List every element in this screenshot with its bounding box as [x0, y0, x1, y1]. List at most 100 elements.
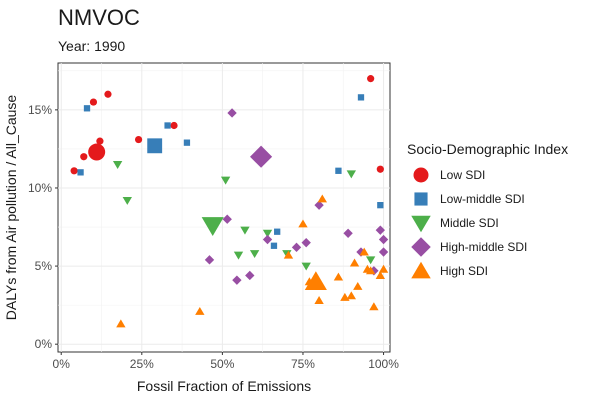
data-point — [88, 143, 106, 161]
legend-label: Middle SDI — [440, 216, 499, 230]
data-points — [70, 75, 389, 328]
data-point — [335, 167, 342, 174]
data-point — [359, 247, 369, 256]
legend-item: Low-middle SDI — [414, 192, 525, 206]
data-point — [147, 138, 163, 154]
data-point — [77, 169, 84, 176]
data-point — [80, 153, 88, 161]
data-point — [262, 234, 273, 245]
data-point — [227, 108, 237, 118]
data-point — [122, 196, 132, 205]
data-point — [357, 94, 365, 101]
x-tick-label: 0% — [53, 357, 71, 371]
legend-label: High SDI — [440, 264, 488, 278]
chart-subtitle: Year: 1990 — [58, 38, 125, 54]
data-point — [333, 272, 344, 281]
grid — [58, 63, 390, 352]
data-point — [304, 271, 327, 290]
y-axis-label: DALYs from Air pollution / All_Cause — [3, 95, 19, 321]
data-point — [301, 237, 311, 248]
legend-label: High-middle SDI — [440, 240, 527, 254]
legend-key — [414, 192, 428, 206]
data-point — [204, 255, 215, 265]
data-point — [376, 165, 384, 173]
data-point — [170, 121, 178, 130]
data-point — [112, 161, 123, 169]
x-axis-label: Fossil Fraction of Emissions — [137, 378, 311, 394]
data-point — [116, 319, 126, 328]
data-point — [70, 167, 78, 175]
data-point — [249, 250, 260, 259]
x-tick-label: 25% — [130, 357, 154, 371]
data-point — [314, 296, 324, 304]
y-tick-label: 10% — [28, 181, 52, 195]
data-point — [349, 258, 360, 267]
x-tick-label: 50% — [210, 357, 234, 371]
data-point — [378, 264, 389, 273]
data-point — [262, 229, 273, 238]
data-point — [314, 200, 324, 210]
legend: Socio-Demographic Index Low SDI Low-middl… — [407, 141, 568, 279]
data-point — [346, 291, 357, 300]
data-point — [134, 135, 143, 144]
data-point — [250, 145, 273, 168]
y-tick-label: 5% — [35, 259, 53, 273]
data-point — [353, 281, 363, 290]
data-point — [375, 271, 386, 279]
data-point — [201, 217, 224, 236]
legend-item: Low SDI — [413, 167, 485, 183]
plot-area: 0% 25% 50% 75% 100% 0% 5% 10% 15% — [28, 62, 399, 371]
legend-label: Low-middle SDI — [440, 192, 525, 206]
data-point — [346, 170, 357, 179]
data-point — [96, 137, 104, 145]
legend-item: Middle SDI — [411, 215, 499, 233]
data-point — [317, 194, 327, 203]
data-point — [220, 176, 231, 185]
data-point — [183, 139, 191, 146]
data-point — [343, 228, 353, 238]
x-axis-ticks: 0% 25% 50% 75% 100% — [53, 352, 399, 371]
legend-item: High-middle SDI — [411, 237, 527, 257]
data-point — [274, 228, 281, 235]
data-point — [232, 275, 242, 285]
data-point — [291, 242, 302, 253]
data-point — [222, 214, 232, 224]
legend-key — [411, 215, 431, 233]
data-point — [367, 75, 375, 83]
series-low-sdi — [70, 75, 384, 175]
data-point — [270, 242, 278, 249]
series-middle-sdi — [112, 161, 376, 271]
data-point — [283, 250, 294, 259]
plot-panel — [57, 62, 391, 353]
series-high-sdi — [116, 194, 389, 328]
data-point — [298, 219, 308, 228]
data-point — [233, 251, 244, 260]
data-point — [245, 270, 255, 281]
data-point — [104, 90, 112, 98]
chart-title: NMVOC — [58, 5, 140, 30]
data-point — [378, 247, 389, 257]
data-point — [365, 266, 376, 275]
data-point — [365, 256, 376, 265]
legend-item: High SDI — [411, 261, 488, 279]
y-axis-ticks: 0% 5% 10% 15% — [28, 103, 58, 351]
legend-key — [413, 167, 429, 183]
y-tick-label: 15% — [28, 103, 52, 117]
legend-label: Low SDI — [440, 168, 485, 182]
data-point — [240, 226, 250, 235]
x-tick-label: 100% — [368, 357, 399, 371]
data-point — [89, 98, 98, 106]
legend-key — [411, 261, 431, 279]
data-point — [83, 105, 91, 112]
series-low-middle-sdi — [77, 94, 384, 249]
legend-key — [411, 237, 431, 257]
data-point — [378, 234, 389, 245]
data-point — [369, 302, 379, 311]
data-point — [164, 122, 171, 129]
data-point — [195, 306, 205, 315]
x-tick-label: 75% — [291, 357, 315, 371]
data-point — [377, 202, 384, 209]
data-point — [301, 262, 311, 271]
legend-title: Socio-Demographic Index — [407, 141, 568, 157]
